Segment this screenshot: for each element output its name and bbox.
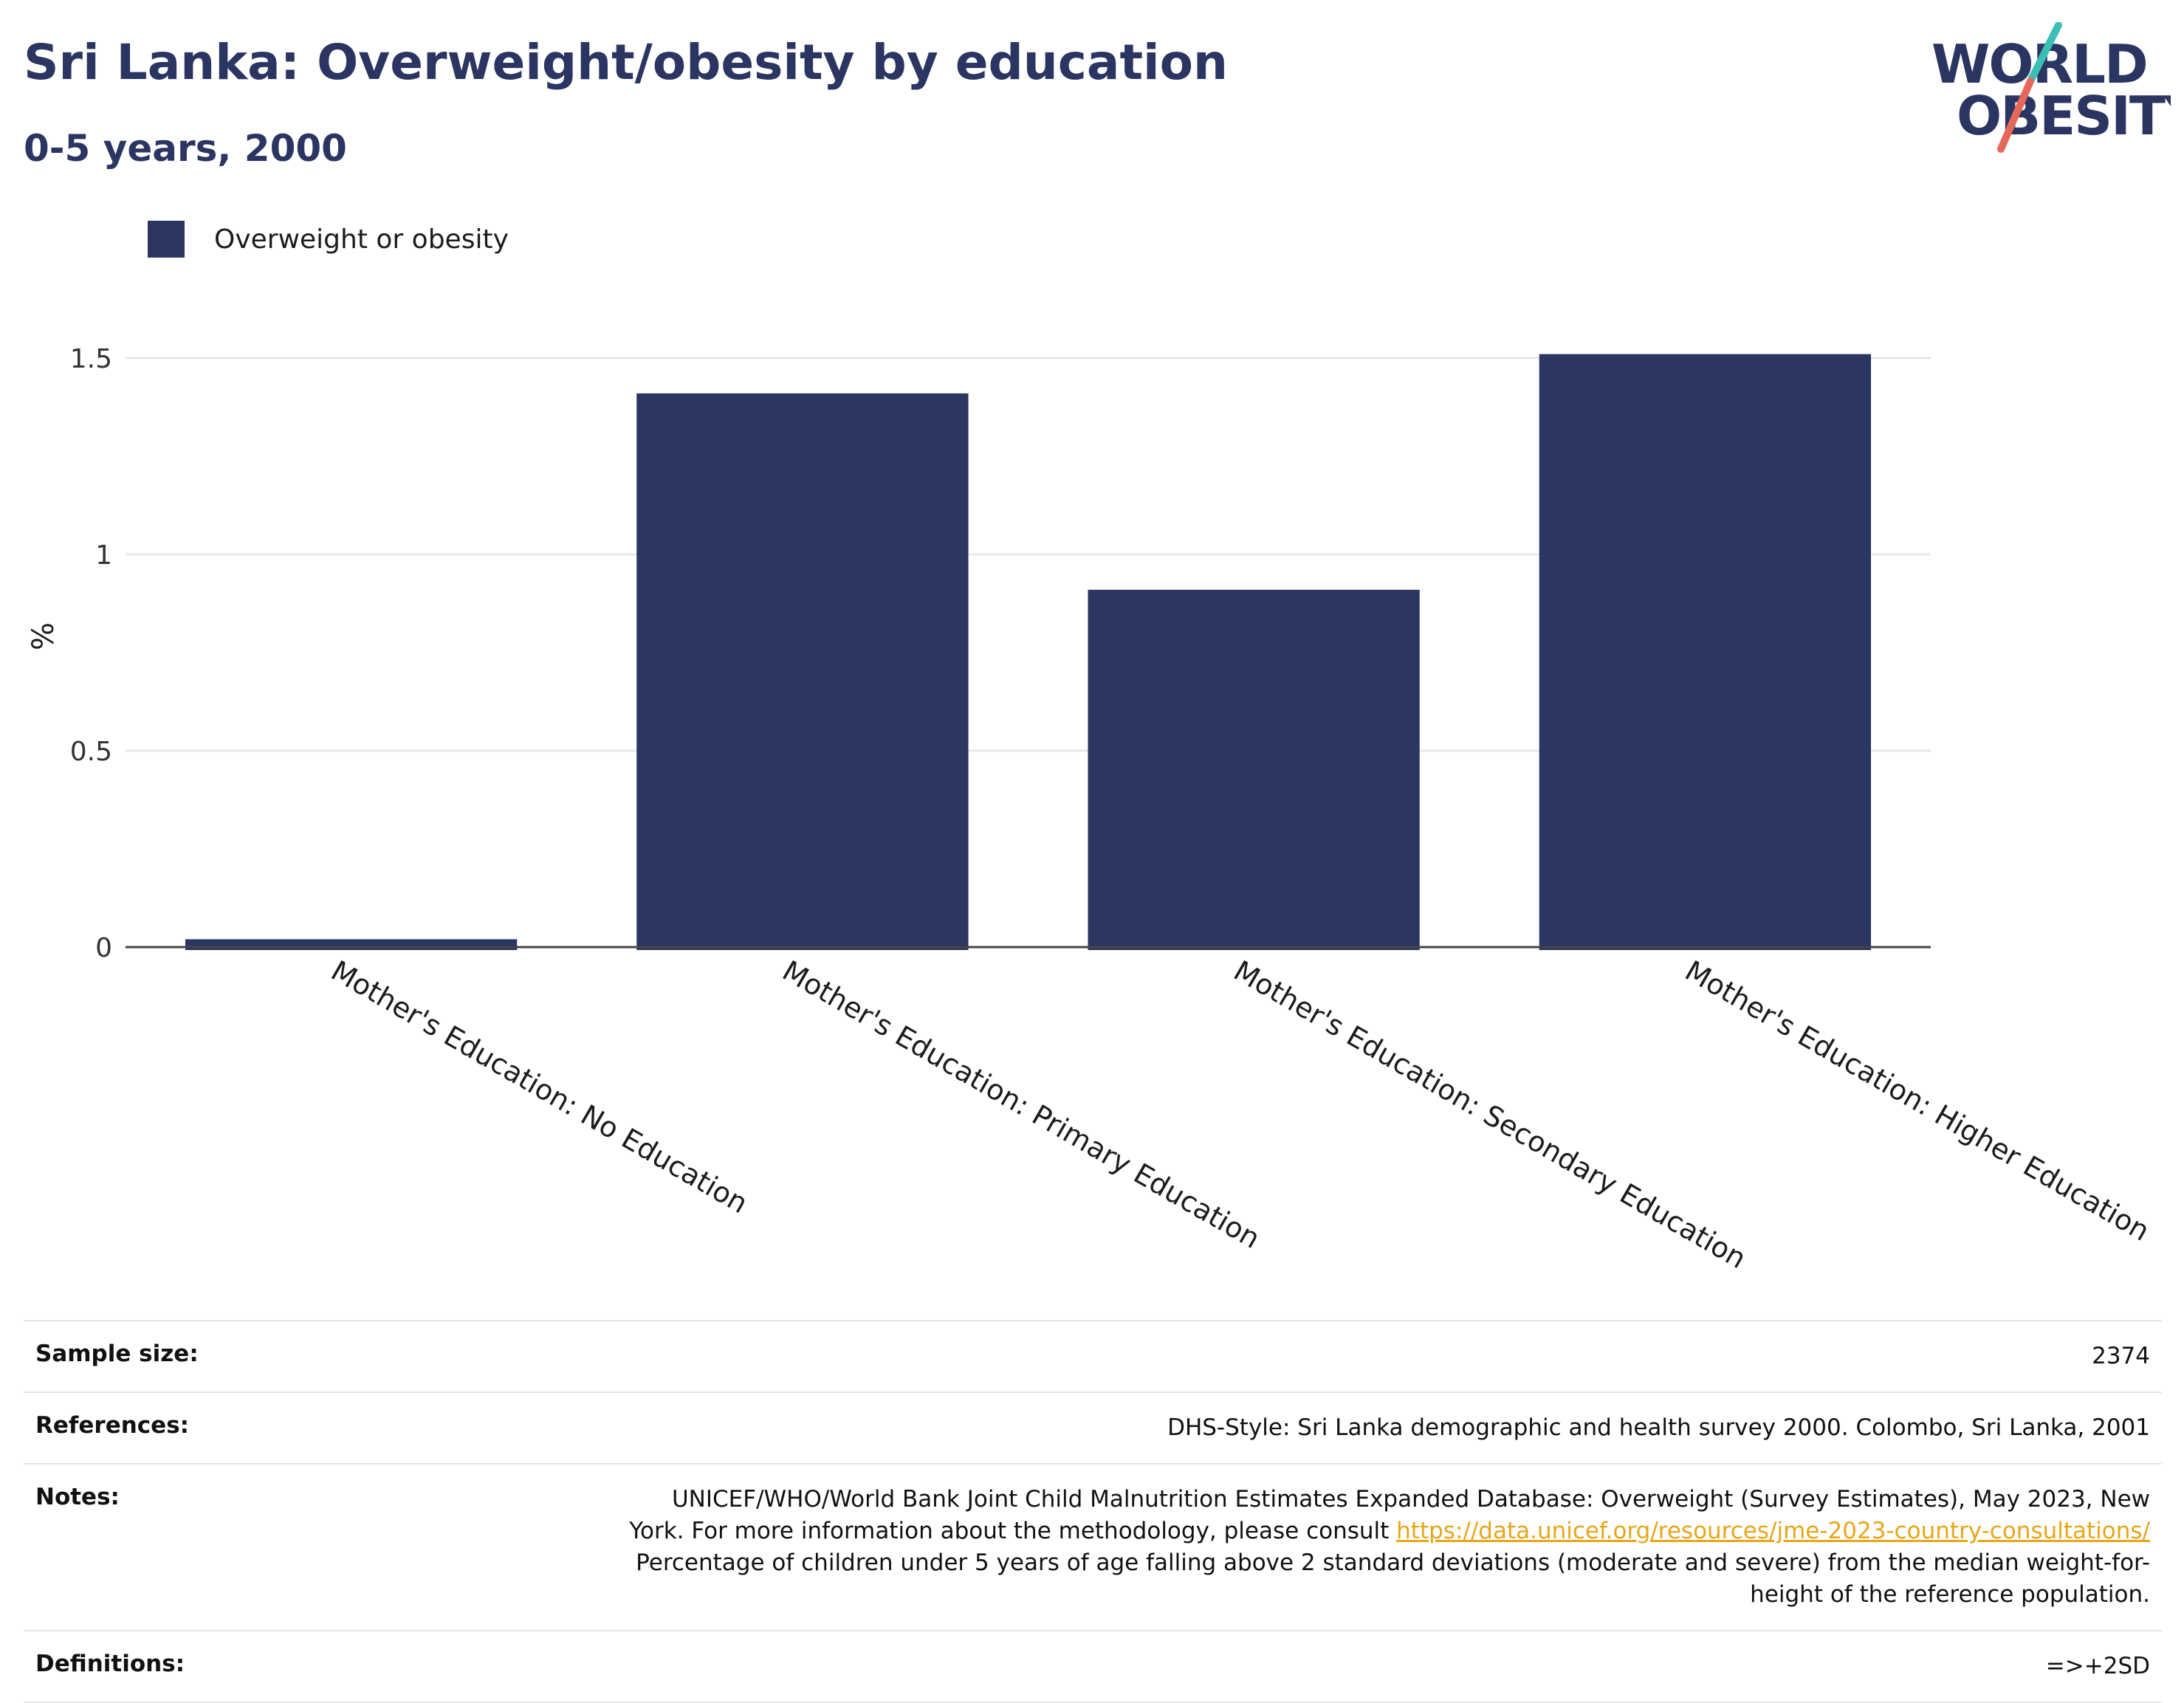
logo-line2: OBESITY xyxy=(1957,85,2171,147)
y-tick-label: 1.5 xyxy=(70,344,112,374)
definitions-value: =>+2SD xyxy=(2045,1653,2150,1679)
y-tick-label: 0.5 xyxy=(70,737,112,767)
notes-text-2: Percentage of children under 5 years of … xyxy=(636,1549,2150,1608)
bar xyxy=(1539,354,1872,950)
info-row-definitions: Definitions: =>+2SD xyxy=(24,1630,2162,1703)
sample-size-label: Sample size: xyxy=(35,1341,199,1367)
info-table: Sample size: 2374 References: DHS-Style:… xyxy=(24,1320,2162,1703)
y-axis-label: % xyxy=(27,622,61,650)
info-row-notes: Notes: UNICEF/WHO/World Bank Joint Child… xyxy=(24,1463,2162,1630)
methodology-link[interactable]: https://data.unicef.org/resources/jme-20… xyxy=(1396,1518,2150,1544)
notes-value: UNICEF/WHO/World Bank Joint Child Malnut… xyxy=(614,1484,2150,1611)
legend[interactable]: Overweight or obesity xyxy=(148,219,509,260)
x-tick-label: Mother's Education: Higher Education xyxy=(1680,954,2155,1248)
legend-swatch xyxy=(148,221,185,258)
y-tick-label: 1 xyxy=(95,540,112,571)
world-obesity-logo: WORLD OBESITY xyxy=(1931,22,2171,153)
references-value: DHS-Style: Sri Lanka demographic and hea… xyxy=(1167,1414,2150,1441)
logo-slash-red xyxy=(1997,78,2034,153)
x-tick-label: Mother's Education: No Education xyxy=(326,954,753,1220)
y-tick-label: 0 xyxy=(95,933,112,963)
chart-subtitle: 0-5 years, 2000 xyxy=(24,127,347,170)
info-row-sample-size: Sample size: 2374 xyxy=(24,1320,2162,1391)
bar-layer xyxy=(185,354,1872,950)
bar-chart: 0 0.5 1 1.5 Mother's Education: No Education… xyxy=(27,344,2155,1276)
sample-size-value: 2374 xyxy=(2092,1343,2150,1369)
references-label: References: xyxy=(35,1412,190,1439)
bar xyxy=(1088,589,1420,950)
logo-slash-teal xyxy=(2027,22,2062,85)
x-tick-label: Mother's Education: Primary Education xyxy=(777,954,1266,1255)
notes-label: Notes: xyxy=(35,1484,120,1510)
x-tick-label: Mother's Education: Secondary Education xyxy=(1229,954,1752,1276)
notes-text-1: UNICEF/WHO/World Bank Joint Child Malnut… xyxy=(629,1486,2150,1544)
chart-title: Sri Lanka: Overweight/obesity by educati… xyxy=(24,34,1228,91)
bar xyxy=(636,393,969,950)
bar xyxy=(185,939,518,950)
legend-label: Overweight or obesity xyxy=(214,224,509,255)
info-row-references: References: DHS-Style: Sri Lanka demogra… xyxy=(24,1391,2162,1463)
definitions-label: Definitions: xyxy=(35,1651,185,1677)
